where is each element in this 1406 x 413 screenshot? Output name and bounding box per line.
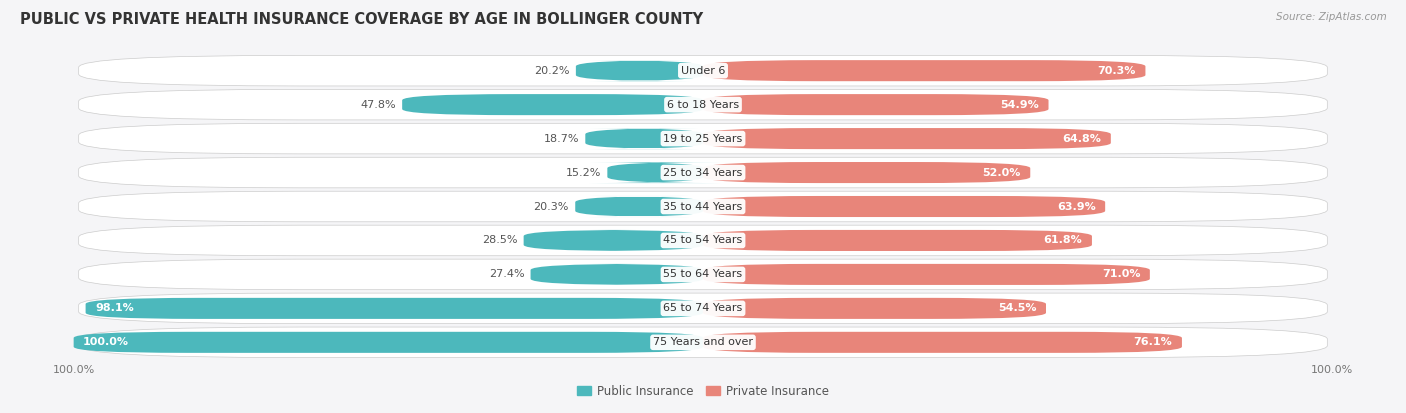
FancyBboxPatch shape [530,264,703,285]
FancyBboxPatch shape [703,264,1150,285]
FancyBboxPatch shape [703,332,1182,353]
FancyBboxPatch shape [703,196,1105,217]
FancyBboxPatch shape [79,123,1327,154]
FancyBboxPatch shape [523,230,703,251]
FancyBboxPatch shape [402,94,703,115]
Text: 15.2%: 15.2% [565,168,600,178]
Text: 45 to 54 Years: 45 to 54 Years [664,235,742,245]
Text: 76.1%: 76.1% [1133,337,1173,347]
FancyBboxPatch shape [703,298,1046,319]
FancyBboxPatch shape [576,60,703,81]
FancyBboxPatch shape [703,94,1049,115]
Text: 71.0%: 71.0% [1102,269,1140,280]
FancyBboxPatch shape [79,225,1327,256]
FancyBboxPatch shape [79,55,1327,86]
Text: 18.7%: 18.7% [544,133,579,144]
FancyBboxPatch shape [79,259,1327,290]
Text: 52.0%: 52.0% [983,168,1021,178]
Text: 61.8%: 61.8% [1043,235,1083,245]
Text: 64.8%: 64.8% [1063,133,1101,144]
Text: 27.4%: 27.4% [489,269,524,280]
FancyBboxPatch shape [79,293,1327,324]
Text: Source: ZipAtlas.com: Source: ZipAtlas.com [1275,12,1386,22]
FancyBboxPatch shape [79,327,1327,358]
Text: PUBLIC VS PRIVATE HEALTH INSURANCE COVERAGE BY AGE IN BOLLINGER COUNTY: PUBLIC VS PRIVATE HEALTH INSURANCE COVER… [20,12,703,27]
Text: 20.3%: 20.3% [533,202,569,211]
Text: 70.3%: 70.3% [1098,66,1136,76]
Text: 55 to 64 Years: 55 to 64 Years [664,269,742,280]
FancyBboxPatch shape [86,298,703,319]
Text: 98.1%: 98.1% [96,304,134,313]
Text: Under 6: Under 6 [681,66,725,76]
Text: 63.9%: 63.9% [1057,202,1095,211]
FancyBboxPatch shape [589,162,721,183]
Text: 75 Years and over: 75 Years and over [652,337,754,347]
Text: 28.5%: 28.5% [482,235,517,245]
Text: 19 to 25 Years: 19 to 25 Years [664,133,742,144]
Text: 47.8%: 47.8% [360,100,396,109]
Text: 100.0%: 100.0% [83,337,129,347]
FancyBboxPatch shape [79,157,1327,188]
Text: 54.5%: 54.5% [998,304,1036,313]
FancyBboxPatch shape [703,128,1111,149]
FancyBboxPatch shape [703,230,1092,251]
FancyBboxPatch shape [703,60,1146,81]
FancyBboxPatch shape [575,196,703,217]
Text: 25 to 34 Years: 25 to 34 Years [664,168,742,178]
Legend: Public Insurance, Private Insurance: Public Insurance, Private Insurance [572,380,834,402]
FancyBboxPatch shape [73,332,703,353]
FancyBboxPatch shape [585,128,703,149]
FancyBboxPatch shape [79,191,1327,222]
Text: 54.9%: 54.9% [1000,100,1039,109]
FancyBboxPatch shape [703,162,1031,183]
Text: 6 to 18 Years: 6 to 18 Years [666,100,740,109]
Text: 65 to 74 Years: 65 to 74 Years [664,304,742,313]
FancyBboxPatch shape [79,89,1327,120]
Text: 35 to 44 Years: 35 to 44 Years [664,202,742,211]
Text: 20.2%: 20.2% [534,66,569,76]
